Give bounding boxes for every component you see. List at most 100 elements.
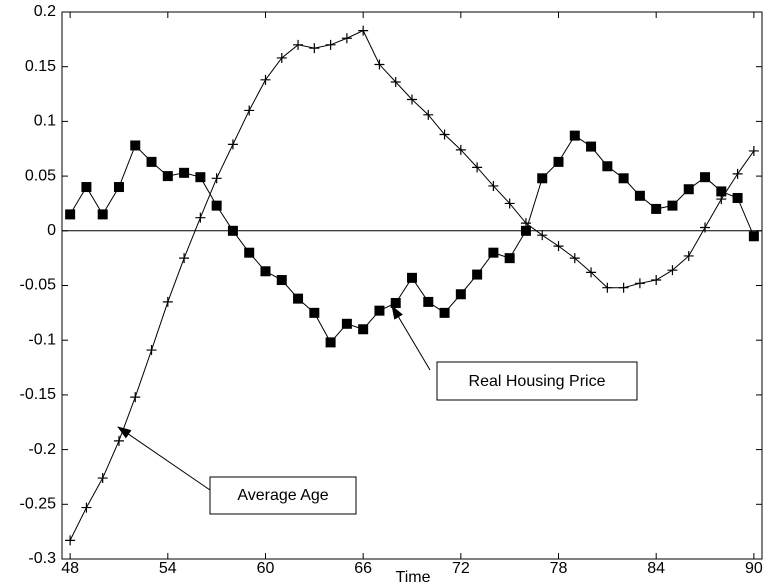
point [488,247,499,258]
point [341,33,352,44]
point [81,182,92,193]
x-tick-label: 54 [159,560,177,577]
y-tick-label: -0.2 [28,441,56,458]
y-tick-label: 0 [47,222,56,239]
point [97,209,108,220]
point [569,130,580,141]
y-tick-label: 0.2 [34,3,56,20]
point [504,198,515,209]
point [439,307,450,318]
x-tick-label: 84 [647,560,665,577]
point [716,186,727,197]
x-tick-label: 78 [550,560,568,577]
x-tick-label: 48 [61,560,79,577]
point [162,171,173,182]
y-tick-label: -0.1 [28,331,56,348]
point [700,172,711,183]
point [634,190,645,201]
point [293,39,304,50]
y-tick-label: 0.05 [25,167,56,184]
point [227,139,238,150]
point [732,168,743,179]
point [390,298,401,309]
point [667,265,678,276]
point [260,74,271,85]
point [293,293,304,304]
point [586,141,597,152]
annotation-box [436,361,638,401]
annotation: Average Age [237,487,328,504]
point [553,241,564,252]
point [358,324,369,335]
point [65,209,76,220]
point [130,392,141,403]
point [260,266,271,277]
y-tick-label: 0.15 [25,58,56,75]
point [146,156,157,167]
point [537,173,548,184]
y-tick-label: 0.1 [34,113,56,130]
point [732,192,743,203]
point [667,200,678,211]
point [472,162,483,173]
point [374,305,385,316]
point [423,109,434,120]
point [520,225,531,236]
plot-frame [61,11,763,560]
point [309,307,320,318]
point [602,161,613,172]
point [276,52,287,63]
point [113,182,124,193]
point [390,77,401,88]
point [455,144,466,155]
point [651,275,662,286]
point [488,180,499,191]
point [227,225,238,236]
point [97,473,108,484]
annotation: Real Housing Price [469,373,606,390]
point [211,200,222,211]
x-tick-label: 60 [257,560,275,577]
point [162,296,173,307]
point [455,289,466,300]
point [423,296,434,307]
point [113,435,124,446]
point [341,318,352,329]
point [195,172,206,183]
x-axis-label: Time [396,569,431,586]
annotation-arrow [391,305,431,371]
point [748,231,759,242]
point [211,173,222,184]
point [146,345,157,356]
y-tick-label: -0.05 [20,277,57,294]
point [700,222,711,233]
point [439,129,450,140]
point [65,535,76,546]
x-tick-label: 66 [354,560,372,577]
point [407,94,417,105]
point [358,25,369,36]
point [276,275,287,286]
series-line [69,134,755,344]
point [130,140,141,151]
point [520,218,531,229]
point [244,105,255,116]
point [81,502,92,513]
point [374,59,385,70]
point [195,212,206,223]
point [309,43,320,54]
point [569,253,580,264]
point [683,184,694,195]
point [244,247,255,258]
point [748,145,759,156]
x-tick-label: 90 [745,560,763,577]
x-tick-label: 72 [452,560,470,577]
point [618,282,629,293]
point [634,278,645,289]
point [602,282,613,293]
point [537,230,548,241]
point [325,337,336,348]
point [651,203,662,214]
